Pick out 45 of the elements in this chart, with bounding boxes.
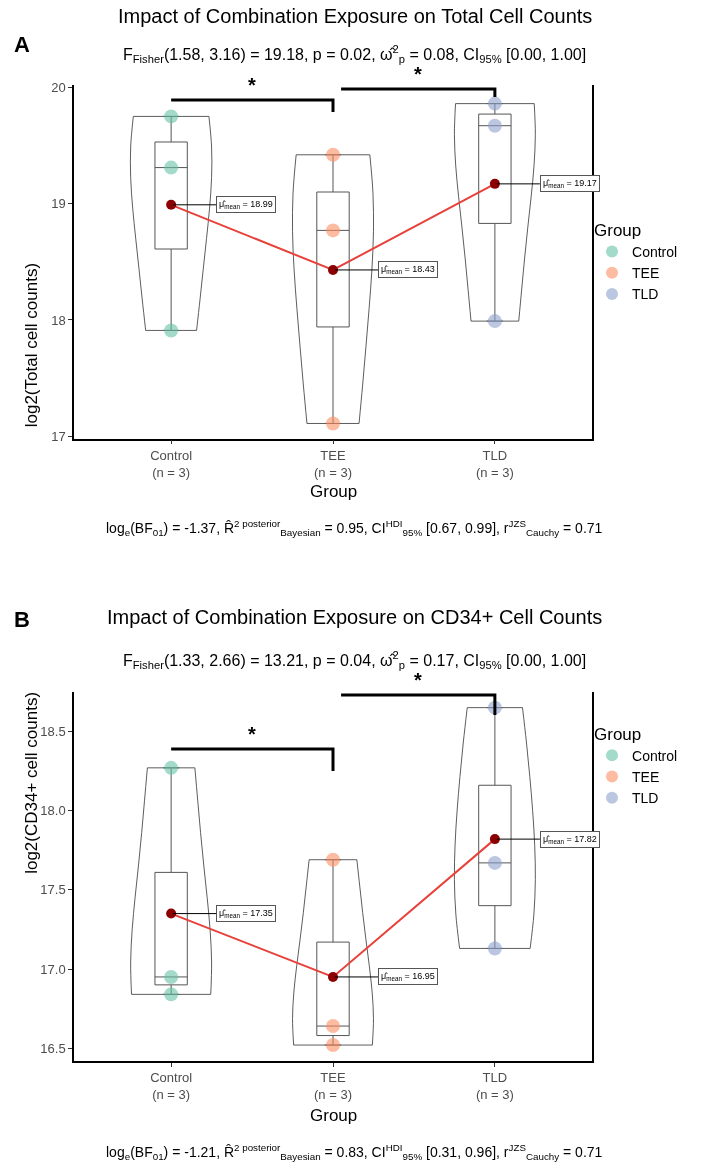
annotation: μ̂$_{mean}$ = 19.17: [543, 178, 597, 189]
y-axis-title: log2(CD34+ cell counts): [22, 691, 42, 874]
annotation: μ̂$_{mean}$ = 17.35: [219, 908, 273, 919]
text: A: [14, 32, 30, 57]
annotation: μ̂$_{mean}$ = 16.95: [381, 971, 435, 982]
text: B: [14, 607, 30, 632]
x-tick-label: TLD (n = 3): [475, 447, 514, 480]
y-tick-label: 16.5: [40, 1040, 66, 1056]
text: *: [414, 63, 422, 85]
y-tick-label: 18: [51, 312, 66, 328]
y-tick-label: 17.0: [40, 961, 66, 977]
chart-title: Impact of Combination Exposure on CD34+ Cell Counts: [107, 606, 603, 628]
x-tick-label: Control (n = 3): [150, 447, 193, 480]
y-axis-title: log2(Total cell counts): [21, 262, 41, 428]
text: log$_{e}$(BF$_{01}$) = -1.21, R̂$^{2 posterior}$$_{Bayesian}$ = 0.83, CI$^{HDI}$$_{95%}$ [0.31, 0.96], r$^{JZS}$$_{Cauchy}$ = 0.71: [106, 1142, 603, 1162]
y-tick-label: 17: [51, 428, 66, 444]
y-tick-label: 20: [51, 79, 66, 95]
x-tick-label: TLD (n = 3): [475, 1070, 514, 1103]
x-tick-label: TEE (n = 3): [314, 447, 352, 480]
legend-label: TEE: [632, 768, 660, 785]
y-tick-label: 18.0: [40, 803, 66, 819]
x-axis-title: Group: [310, 482, 358, 501]
chart-subtitle: F$_{Fisher}$(1.58, 3.16) = 19.18, p = 0.02, ω̂$^{2}$$_{p}$ = 0.08, CI$_{95%}$ [0.00, 1.00]: [123, 43, 587, 66]
y-tick-label: 17.5: [40, 882, 66, 898]
legend-title: Group: [594, 724, 642, 744]
chart-title: Impact of Combination Exposure on Total Cell Counts: [118, 5, 593, 27]
x-axis-title: Group: [310, 1106, 358, 1125]
annotation: μ̂$_{mean}$ = 17.82: [543, 834, 597, 845]
x-tick-label: TEE (n = 3): [314, 1070, 352, 1103]
annotation: μ̂$_{mean}$ = 18.43: [381, 264, 435, 275]
legend-label: Control: [632, 243, 678, 260]
text: log$_{e}$(BF$_{01}$) = -1.37, R̂$^{2 posterior}$$_{Bayesian}$ = 0.95, CI$^{HDI}$$_{95%}$ [0.67, 0.99], r$^{JZS}$$_{Cauchy}$ = 0.71: [106, 518, 603, 538]
legend-label: TLD: [632, 286, 659, 303]
legend-label: TEE: [632, 265, 660, 282]
y-tick-label: 18.5: [40, 723, 66, 739]
annotation: μ̂$_{mean}$ = 18.99: [219, 199, 273, 210]
annotation: *: [248, 74, 256, 96]
chart-subtitle: F$_{Fisher}$(1.33, 2.66) = 13.21, p = 0.04, ω̂$^{2}$$_{p}$ = 0.17, CI$_{95%}$ [0.00, 1.00]: [123, 649, 587, 672]
text: *: [414, 669, 422, 691]
legend-label: Control: [632, 747, 678, 764]
legend-title: Group: [594, 220, 642, 240]
annotation: *: [248, 723, 256, 745]
y-tick-label: 19: [51, 196, 66, 212]
legend-label: TLD: [632, 790, 659, 807]
x-tick-label: Control (n = 3): [150, 1070, 193, 1103]
